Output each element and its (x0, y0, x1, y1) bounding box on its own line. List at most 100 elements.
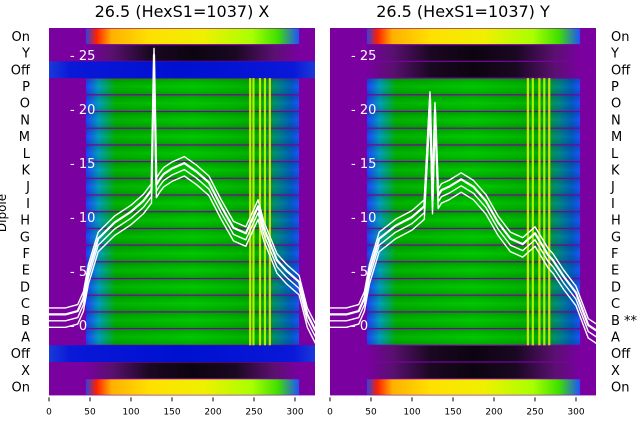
row-label: On (12, 381, 30, 396)
overlay-tick-label: - 10 (351, 211, 376, 226)
x-tick-label: 50 (365, 407, 377, 417)
row-label: I (611, 197, 615, 212)
overlay-curve (330, 110, 601, 345)
heatmap-row-shade (85, 145, 300, 161)
heatmap-row (49, 61, 315, 79)
heatmap-row-shade (85, 312, 300, 328)
heatmap-row (366, 362, 581, 379)
heatmap-row-shade (85, 329, 300, 345)
row-label: M (19, 130, 30, 145)
heatmap-row (85, 379, 300, 395)
panel-y: 26.5 (HexS1=1037) Y - 0 - 5 - 10 - 15 - 20 - … (327, 2, 637, 417)
heatmap-row-shade (85, 279, 300, 295)
heatmap-streak (249, 78, 252, 346)
x-tick-label: 150 (163, 407, 180, 417)
row-label: On (12, 30, 30, 45)
overlay-tick-label: - 25 (351, 49, 376, 64)
row-label: O (611, 97, 621, 112)
row-label: Y (610, 47, 619, 62)
row-label: N (611, 113, 621, 128)
row-label: On (611, 30, 629, 45)
row-label: J (610, 180, 615, 195)
panel-title: 26.5 (HexS1=1037) Y (376, 2, 550, 21)
overlay-curve (49, 47, 320, 325)
x-tick-label: 250 (526, 407, 543, 417)
row-label: H (611, 214, 621, 229)
overlay-tick-label: - 10 (70, 211, 95, 226)
heatmap-row-shade (85, 195, 300, 212)
overlay-curve (330, 97, 601, 332)
row-label: E (22, 264, 30, 279)
row-label: On (611, 381, 629, 396)
overlay-curve (330, 104, 601, 338)
x-tick-label: 200 (204, 407, 221, 417)
heatmap-row (366, 345, 581, 362)
heatmap-streak (548, 78, 551, 346)
row-label: X (611, 364, 620, 379)
heatmap-row (85, 362, 300, 379)
heatmap-row-shade (85, 112, 300, 128)
heatmap-row-shade (85, 212, 300, 228)
heatmap-row-shade (85, 245, 300, 262)
x-tick-label: 0 (327, 407, 333, 417)
row-label: J (25, 180, 30, 195)
row-label: F (23, 247, 30, 262)
x-tick-label: 250 (245, 407, 262, 417)
heatmap-streak (268, 78, 271, 346)
row-label: D (20, 280, 30, 295)
overlay-tick-label: - 5 (70, 265, 87, 280)
row-label: D (611, 280, 621, 295)
row-label: C (21, 297, 30, 312)
overlay-curve (49, 53, 320, 332)
row-label: K (611, 163, 620, 178)
row-label: P (22, 80, 30, 95)
overlay-tick-label: - 15 (70, 157, 95, 172)
x-tick-label: 300 (567, 407, 584, 417)
overlay-tick-label: - 20 (351, 103, 376, 118)
heatmap-row (366, 62, 581, 78)
heatmap-streak (263, 78, 267, 346)
row-label: K (21, 163, 30, 178)
x-tick-label: 100 (403, 407, 420, 417)
heatmap-row (49, 345, 315, 362)
row-label: C (611, 297, 620, 312)
x-tick-label: 150 (444, 407, 461, 417)
x-tick-label: 50 (84, 407, 96, 417)
heatmap-streak (543, 78, 546, 346)
row-label: M (611, 130, 622, 145)
row-label: G (20, 230, 30, 245)
heatmap-row-shade (85, 295, 300, 312)
row-label: Y (21, 47, 30, 62)
row-label: Off (611, 347, 631, 362)
overlay-curve (330, 91, 601, 325)
row-label: Off (11, 347, 31, 362)
row-label: O (20, 97, 30, 112)
row-label: E (611, 264, 619, 279)
overlay-curve (49, 67, 320, 345)
heatmap-row (366, 45, 581, 61)
row-label: L (23, 147, 31, 162)
panel-x: 26.5 (HexS1=1037) X - 0 - 5 - 10 - 15 - 20 - … (11, 2, 320, 417)
overlay-tick-label: - 20 (70, 103, 95, 118)
row-label: Off (611, 63, 631, 78)
overlay-tick-label: - 0 (70, 319, 87, 334)
plot-area: - 0- 5- 10- 15- 20- 25OnYOffPONMLKJIHGFE… (11, 28, 320, 417)
row-label: Off (11, 63, 31, 78)
x-tick-label: 200 (485, 407, 502, 417)
row-label: N (20, 113, 30, 128)
row-label: B (21, 314, 30, 329)
x-tick-label: 0 (46, 407, 52, 417)
overlay-tick-label: - 5 (351, 265, 368, 280)
overlay-tick-label: - 0 (351, 319, 368, 334)
heatmap-row (85, 45, 300, 61)
heatmap-row (85, 28, 300, 45)
row-label: B ** (611, 314, 638, 329)
row-label: A (21, 330, 30, 345)
row-label: L (611, 147, 619, 162)
overlay-tick-label: - 15 (351, 157, 376, 172)
overlay-curve (49, 60, 320, 338)
overlay-tick-label: - 25 (70, 49, 95, 64)
plot-area: - 0- 5- 10- 15- 20- 25OnYOffPONMLKJIHGFE… (327, 28, 638, 417)
heatmap-row (366, 379, 581, 395)
